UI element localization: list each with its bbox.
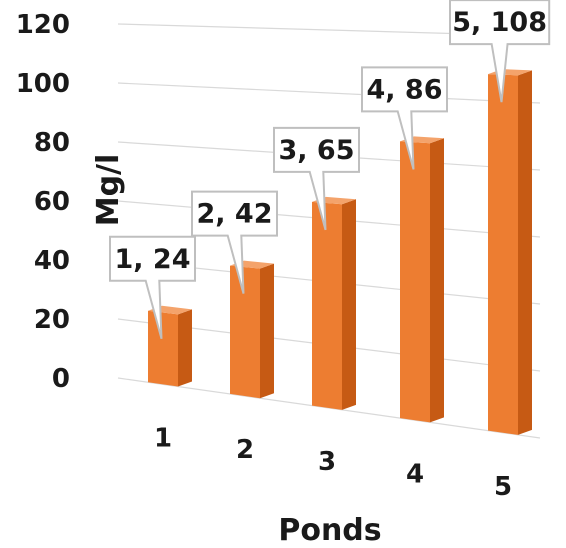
bar xyxy=(230,265,260,399)
data-label: 2, 42 xyxy=(196,199,272,230)
y-tick-label: 80 xyxy=(34,128,70,158)
data-label-callout: 2, 42 xyxy=(191,190,278,294)
data-label-box xyxy=(109,235,196,340)
y-axis-title: Mg/l xyxy=(91,154,126,227)
bar xyxy=(400,141,430,423)
data-label-box xyxy=(361,66,448,170)
bar-side xyxy=(342,199,356,410)
bar-side xyxy=(430,138,444,423)
x-tick-label: 4 xyxy=(406,459,424,489)
y-tick-label: 20 xyxy=(34,305,70,335)
bar-side xyxy=(518,70,532,435)
data-label-callout: 5, 108 xyxy=(449,0,551,103)
data-label: 3, 65 xyxy=(278,135,354,166)
bar xyxy=(148,310,178,387)
gridline xyxy=(117,377,541,439)
data-label: 4, 86 xyxy=(366,74,442,105)
data-label-box xyxy=(191,190,278,294)
bar xyxy=(312,201,342,410)
data-label-callout: 1, 24 xyxy=(109,235,196,340)
bar-side xyxy=(260,263,274,399)
y-axis-ticks: 0 20 40 60 80 100 120 xyxy=(16,10,70,394)
data-label: 1, 24 xyxy=(114,244,190,275)
y-tick-label: 120 xyxy=(16,10,70,40)
bar-side xyxy=(178,309,192,387)
x-tick-label: 5 xyxy=(494,472,512,502)
data-label-callout: 3, 65 xyxy=(273,126,360,231)
gridline xyxy=(117,82,541,104)
x-tick-label: 1 xyxy=(154,424,172,454)
y-tick-label: 100 xyxy=(16,69,70,99)
x-axis-title: Ponds xyxy=(278,513,381,548)
bar xyxy=(488,74,518,435)
data-label-box xyxy=(449,0,551,103)
data-label-callout: 4, 86 xyxy=(361,66,448,170)
x-axis-ticks: 1 2 3 4 5 xyxy=(154,424,512,502)
y-tick-label: 0 xyxy=(52,364,70,394)
y-tick-label: 60 xyxy=(34,187,70,217)
y-tick-label: 40 xyxy=(34,246,70,276)
x-tick-label: 3 xyxy=(318,447,336,477)
data-label-box xyxy=(273,126,360,231)
data-label: 5, 108 xyxy=(452,7,547,38)
x-tick-label: 2 xyxy=(236,435,254,465)
data-labels: 1, 242, 42 3, 65 4, 86 5, 108 xyxy=(109,0,551,340)
bars xyxy=(148,69,532,435)
